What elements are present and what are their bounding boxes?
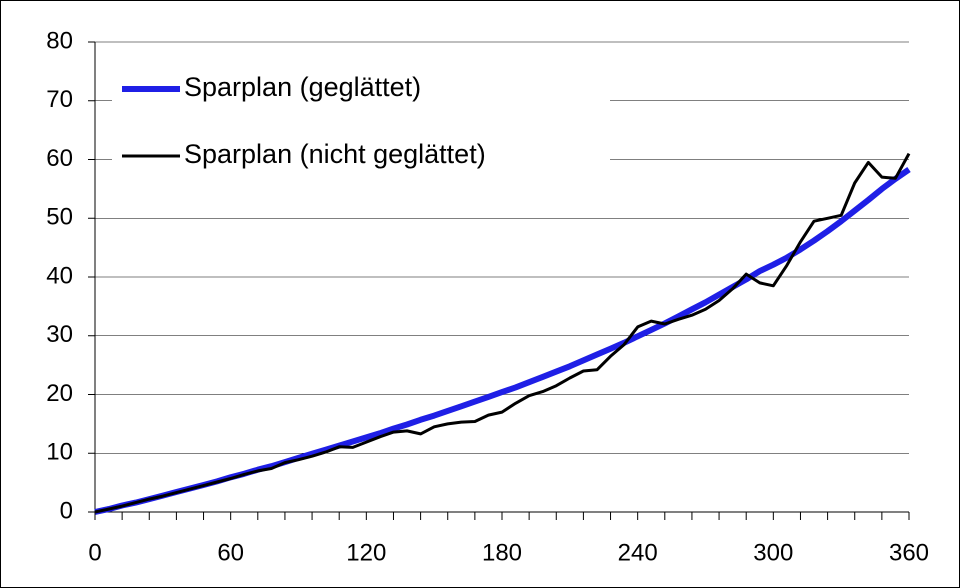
- y-tick-label: 0: [60, 497, 73, 524]
- y-tick-label: 80: [46, 27, 73, 54]
- series-line: [94, 152, 911, 514]
- legend-box: [112, 62, 610, 190]
- y-tick-label: 10: [46, 439, 73, 466]
- y-tick-label: 50: [46, 204, 73, 231]
- y-tick-label: 20: [46, 380, 73, 407]
- x-tick-label: 60: [217, 539, 244, 566]
- x-tick-label: 240: [618, 539, 658, 566]
- y-tick-label: 40: [46, 262, 73, 289]
- legend-label: Sparplan (geglättet): [184, 72, 421, 102]
- legend-label: Sparplan (nicht geglättet): [184, 139, 486, 169]
- x-tick-label: 120: [346, 539, 386, 566]
- y-tick-label: 60: [46, 145, 73, 172]
- x-tick-label: 0: [88, 539, 101, 566]
- x-tick-label: 300: [753, 539, 793, 566]
- y-tick-label: 70: [46, 86, 73, 113]
- x-tick-label: 360: [889, 539, 929, 566]
- x-tick-label: 180: [482, 539, 522, 566]
- legend: Sparplan (geglättet) Sparplan (nicht gegl…: [112, 62, 610, 190]
- y-tick-label: 30: [46, 321, 73, 348]
